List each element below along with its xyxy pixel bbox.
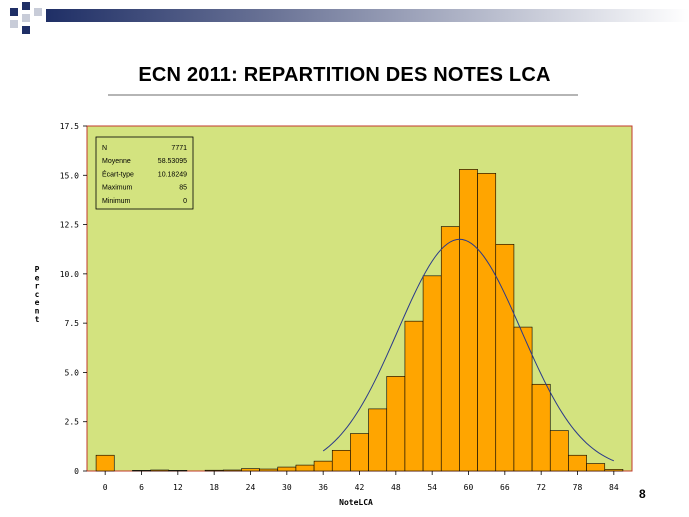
stats-label: Minimum xyxy=(102,198,131,205)
histogram-bar xyxy=(259,468,279,472)
histogram-bar xyxy=(168,470,188,472)
histogram-bar xyxy=(277,466,297,472)
histogram-bar xyxy=(422,275,442,472)
histogram-bar xyxy=(495,243,515,472)
axes-group: 0 2.5 5.0 7.5 10.0 12.5 15.0 17.5 0 6 12 18 24 30 36 42… xyxy=(60,122,619,492)
y-axis-label-letter: P xyxy=(35,265,40,274)
histogram-bar xyxy=(531,383,551,472)
histogram-bar xyxy=(95,454,115,472)
x-tick-label: 6 xyxy=(139,483,144,492)
histogram-bar xyxy=(404,320,424,472)
histogram-bar xyxy=(150,469,170,472)
stats-label: Maximum xyxy=(102,185,133,192)
x-tick-label: 12 xyxy=(173,483,183,492)
x-tick-label: 18 xyxy=(209,483,219,492)
y-tick-label: 12.5 xyxy=(60,221,79,230)
histogram-bar xyxy=(549,430,569,472)
stats-value: 58.53095 xyxy=(158,158,187,165)
histogram-bar xyxy=(459,169,478,472)
histogram-bar xyxy=(586,463,606,472)
x-tick-label: 78 xyxy=(573,483,583,492)
y-tick-label: 5.0 xyxy=(65,368,80,377)
histogram-bar xyxy=(132,470,151,472)
y-tick-label: 15.0 xyxy=(60,171,79,180)
y-tick-label: 7.5 xyxy=(65,319,80,328)
x-tick-label: 54 xyxy=(427,483,437,492)
x-tick-label: 30 xyxy=(282,483,292,492)
stats-value: 7771 xyxy=(171,145,187,152)
histogram-bar xyxy=(568,454,587,472)
slide-title: ECN 2011: REPARTITION DES NOTES LCA xyxy=(138,64,551,86)
y-axis-label-letter: t xyxy=(35,315,40,324)
stats-value: 10.18249 xyxy=(158,171,187,178)
stats-label: Moyenne xyxy=(102,158,131,165)
y-tick-label: 10.0 xyxy=(60,270,79,279)
histogram-bar xyxy=(331,449,351,472)
histogram-bar xyxy=(368,408,388,472)
stats-value: 0 xyxy=(183,198,187,205)
x-tick-label: 0 xyxy=(103,483,108,492)
x-tick-label: 24 xyxy=(246,483,256,492)
stats-box-frame xyxy=(95,136,194,210)
x-tick-label: 84 xyxy=(609,483,619,492)
x-tick-label: 48 xyxy=(391,483,401,492)
y-tick-label: 2.5 xyxy=(65,418,80,427)
normal-curve xyxy=(322,238,615,462)
stats-label: N xyxy=(102,145,107,152)
y-axis-label-letter: c xyxy=(35,290,40,299)
title-underline xyxy=(108,94,578,96)
histogram-bar xyxy=(222,469,242,472)
histogram-bar xyxy=(386,376,406,472)
y-axis-label-letter: e xyxy=(35,298,40,307)
x-axis-label: NoteLCA xyxy=(339,498,373,507)
histogram-bar xyxy=(440,226,460,472)
stats-label: Écart-type xyxy=(102,169,134,178)
histogram-bar xyxy=(477,173,497,472)
x-tick-label: 72 xyxy=(536,483,546,492)
y-axis-label-letter: r xyxy=(35,282,40,291)
histogram-bar xyxy=(313,460,333,472)
y-axis-label-letter: n xyxy=(35,307,40,316)
slide-decoration xyxy=(10,2,689,34)
x-tick-label: 60 xyxy=(464,483,474,492)
histogram-bar xyxy=(204,469,224,472)
x-tick-label: 42 xyxy=(355,483,365,492)
histogram-bar xyxy=(350,433,369,472)
stats-value: 85 xyxy=(179,185,187,192)
x-tick-label: 36 xyxy=(318,483,328,492)
histogram-bar xyxy=(295,464,315,472)
y-tick-label: 0 xyxy=(74,467,79,476)
y-tick-label: 17.5 xyxy=(60,122,79,131)
x-tick-label: 66 xyxy=(500,483,510,492)
y-axis-label-letter: e xyxy=(35,273,40,282)
bars-group xyxy=(95,169,624,472)
stats-box: N 7771 Moyenne 58.53095 Écart-type 10.18249 Ma… xyxy=(95,136,194,210)
histogram-bar xyxy=(241,468,260,472)
histogram-bar xyxy=(604,469,624,472)
page-number: 8 xyxy=(639,487,646,501)
